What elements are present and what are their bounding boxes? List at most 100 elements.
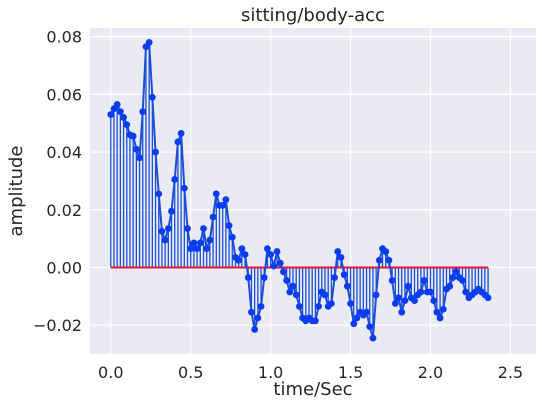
- data-point: [347, 300, 354, 307]
- data-point: [446, 282, 454, 290]
- data-point: [289, 282, 297, 290]
- data-point: [219, 202, 227, 209]
- data-point: [372, 291, 380, 299]
- data-point: [417, 288, 425, 296]
- data-point: [366, 323, 374, 330]
- data-point: [337, 253, 345, 261]
- data-point: [267, 251, 275, 258]
- data-point: [276, 259, 284, 267]
- data-point: [235, 256, 243, 264]
- data-point: [190, 239, 198, 247]
- data-point: [331, 274, 338, 281]
- data-point: [273, 248, 281, 255]
- data-point: [241, 251, 249, 258]
- y-tick-label: 0.04: [46, 143, 82, 162]
- data-point: [420, 277, 428, 284]
- data-point: [228, 233, 236, 241]
- data-point: [260, 274, 268, 281]
- y-tick-label: 0.00: [46, 258, 82, 277]
- data-point: [187, 245, 195, 253]
- data-point: [209, 213, 217, 221]
- data-point: [116, 108, 124, 116]
- grid-lines: [90, 28, 536, 354]
- data-point: [244, 274, 252, 281]
- data-point: [152, 148, 159, 156]
- data-point: [248, 308, 255, 316]
- y-tick-label: 0.08: [46, 28, 82, 47]
- x-tick-label: 0.5: [178, 363, 203, 382]
- data-point: [369, 334, 377, 342]
- data-point: [251, 326, 259, 333]
- data-point: [174, 138, 182, 146]
- data-point: [462, 288, 470, 296]
- data-point: [484, 294, 492, 302]
- data-point: [311, 317, 319, 325]
- data-point: [132, 145, 140, 153]
- data-point: [452, 268, 460, 276]
- data-point: [375, 256, 383, 264]
- data-point: [395, 294, 402, 302]
- data-point: [222, 196, 230, 204]
- data-point: [184, 225, 191, 232]
- data-point: [433, 308, 441, 316]
- x-axis-label: time/Sec: [273, 379, 352, 400]
- data-point: [327, 300, 335, 307]
- chart-title: sitting/body-acc: [241, 5, 385, 26]
- data-point: [264, 245, 271, 253]
- data-point: [449, 274, 457, 281]
- data-point: [193, 245, 201, 253]
- data-point: [382, 248, 390, 255]
- x-tick-label: 2.5: [498, 363, 523, 382]
- x-tick-label: 2.0: [418, 363, 443, 382]
- data-point: [340, 271, 348, 279]
- data-point: [257, 302, 265, 310]
- data-point: [398, 308, 406, 316]
- data-point: [283, 277, 291, 284]
- data-point: [177, 129, 185, 137]
- data-point: [321, 291, 329, 299]
- data-point: [180, 184, 188, 192]
- data-point: [113, 101, 121, 108]
- y-tick-label: 0.02: [46, 201, 82, 220]
- data-point: [168, 207, 175, 215]
- data-point: [292, 291, 300, 299]
- data-point: [343, 282, 351, 290]
- x-tick-label: 0.0: [98, 363, 123, 382]
- data-point: [404, 282, 412, 290]
- data-point: [123, 121, 131, 129]
- data-point: [270, 262, 278, 270]
- data-point: [206, 236, 214, 244]
- data-point: [459, 277, 466, 284]
- data-point: [136, 154, 143, 162]
- data-point: [155, 190, 163, 198]
- data-point: [254, 314, 262, 322]
- data-point: [334, 248, 342, 255]
- data-point: [439, 305, 447, 313]
- data-point: [107, 111, 115, 118]
- data-point: [427, 288, 434, 296]
- data-point: [388, 277, 396, 284]
- plot-background: [90, 28, 536, 354]
- data-point: [430, 297, 438, 305]
- data-point: [385, 256, 393, 264]
- data-point: [196, 239, 204, 247]
- data-point: [171, 176, 179, 183]
- data-point: [129, 132, 137, 140]
- data-point: [391, 300, 399, 307]
- y-tick-label: 0.06: [46, 85, 82, 104]
- data-point: [203, 245, 211, 253]
- x-tick-labels: 0.0 0.5 1.0 1.5 2.0 2.5: [98, 363, 523, 382]
- data-point: [212, 190, 220, 198]
- data-point: [139, 108, 147, 116]
- data-point: [411, 297, 418, 305]
- data-point: [148, 93, 156, 101]
- data-point: [350, 320, 358, 328]
- data-point: [363, 308, 370, 316]
- x-tick-label: 1.0: [258, 363, 283, 382]
- data-point: [296, 302, 303, 310]
- y-tick-labels: −0.02 0.00 0.02 0.04 0.06 0.08: [33, 28, 82, 335]
- data-point: [436, 314, 444, 322]
- data-point: [161, 236, 169, 244]
- data-point: [401, 297, 409, 305]
